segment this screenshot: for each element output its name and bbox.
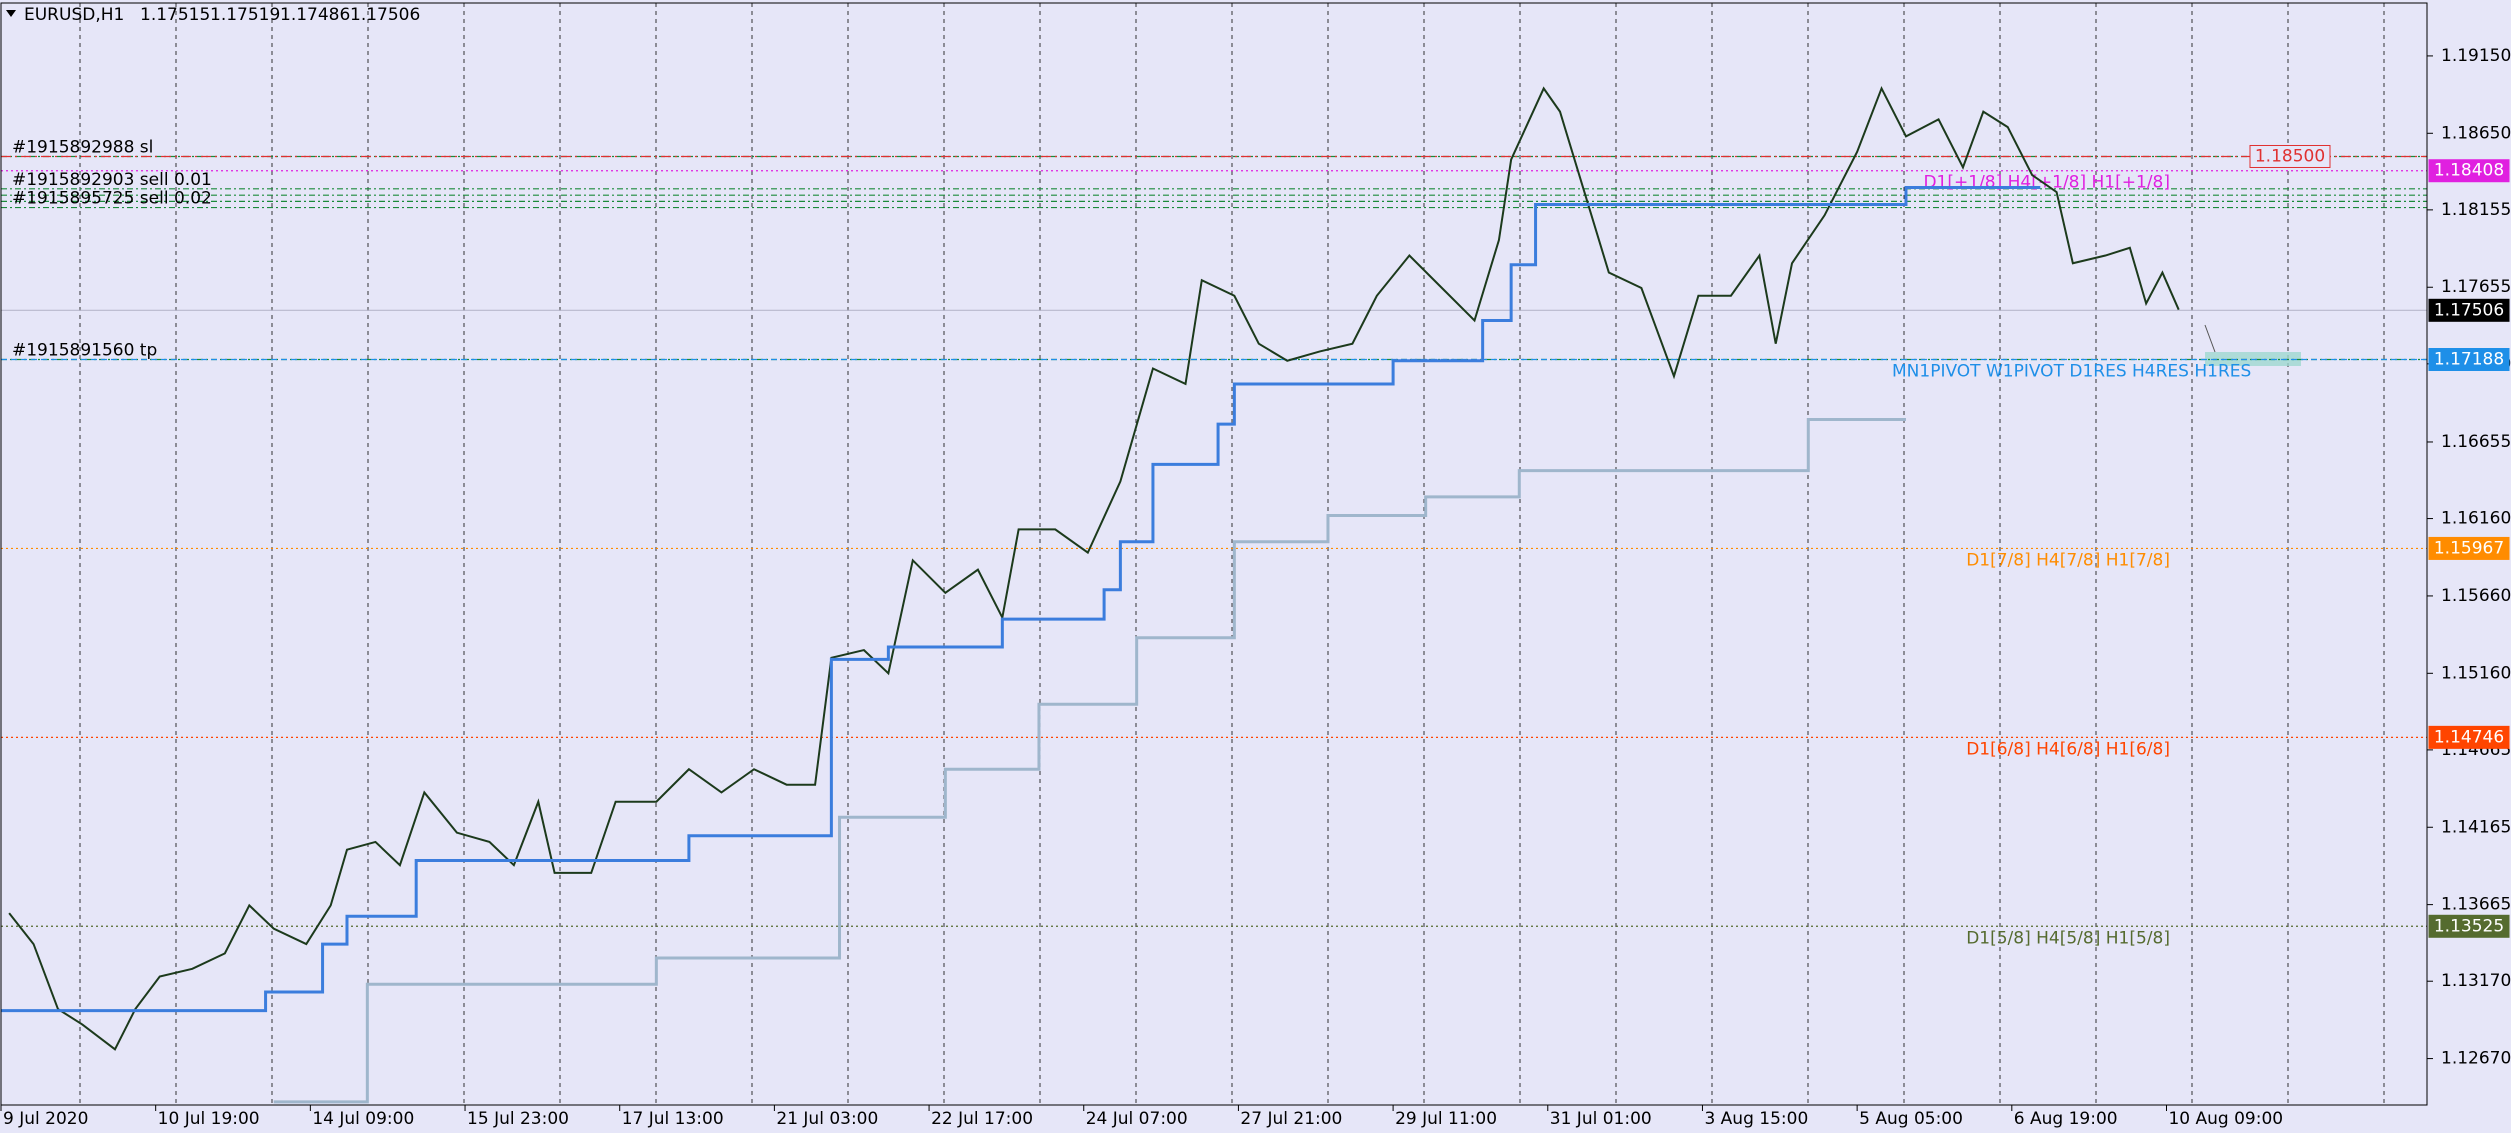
- y-tick-label: 1.16655: [2441, 432, 2511, 452]
- order-label: #1915891560 tp: [12, 341, 157, 361]
- price-box: [2428, 536, 2510, 560]
- quote-value: 1.17486: [280, 5, 350, 25]
- x-tick-label: 10 Jul 19:00: [158, 1109, 260, 1129]
- quote-value: 1.17515: [140, 5, 210, 25]
- x-tick-label: 22 Jul 17:00: [931, 1109, 1033, 1129]
- price-label: 1.18408: [2434, 161, 2504, 181]
- y-tick-label: 1.13665: [2441, 895, 2511, 915]
- y-tick-label: 1.13170: [2441, 971, 2511, 991]
- y-tick-label: 1.18155: [2441, 200, 2511, 220]
- y-tick-label: 1.15160: [2441, 663, 2511, 683]
- x-tick-label: 6 Aug 19:00: [2014, 1109, 2118, 1129]
- order-label: #1915892903 sell 0.01: [12, 170, 212, 190]
- plot-frame: [0, 2, 2428, 1106]
- quote-value: 1.17519: [210, 5, 280, 25]
- price-label: 1.17506: [2434, 300, 2504, 320]
- price-label: 1.13525: [2434, 916, 2504, 936]
- y-tick-label: 1.17655: [2441, 277, 2511, 297]
- price-box: [2428, 159, 2510, 183]
- y-tick-label: 1.16160: [2441, 509, 2511, 529]
- x-tick-label: 10 Aug 09:00: [2168, 1109, 2283, 1129]
- price-box: [2428, 298, 2510, 322]
- plot: #1915892988 sl#1915892903 sell 0.01#1915…: [1, 85, 2427, 1104]
- x-tick-label: 14 Jul 09:00: [312, 1109, 414, 1129]
- marker-arrow: [2204, 324, 2216, 353]
- step-line: [273, 418, 1906, 1104]
- x-tick-label: 21 Jul 03:00: [776, 1109, 878, 1129]
- x-tick-label: 5 Aug 05:00: [1859, 1109, 1963, 1129]
- step-line: [1, 185, 2041, 1013]
- x-tick-label: 24 Jul 07:00: [1086, 1109, 1188, 1129]
- x-tick-label: 31 Jul 01:00: [1550, 1109, 1652, 1129]
- x-tick-label: 17 Jul 13:00: [622, 1109, 724, 1129]
- y-tick-label: 1.19150: [2441, 46, 2511, 66]
- price-label: 1.15967: [2434, 538, 2504, 558]
- x-tick-label: 3 Aug 15:00: [1704, 1109, 1808, 1129]
- order-label: #1915895725 sell 0.02: [12, 189, 212, 209]
- chart-title: EURUSD,H1: [24, 5, 124, 25]
- price-box: [2428, 725, 2510, 749]
- price-label: 1.18500: [2255, 146, 2325, 166]
- order-label: #1915892988 sl: [12, 137, 153, 157]
- price-box: [2428, 348, 2510, 372]
- price-label: 1.17188: [2434, 350, 2504, 370]
- x-tick-label: 27 Jul 21:00: [1240, 1109, 1342, 1129]
- price-box: [2428, 914, 2510, 938]
- y-tick-label: 1.15660: [2441, 586, 2511, 606]
- y-tick-label: 1.12670: [2441, 1049, 2511, 1069]
- x-tick-label: 15 Jul 23:00: [467, 1109, 569, 1129]
- price-box: [2249, 144, 2331, 168]
- level-label: D1[5/8] H4[5/8] H1[5/8]: [1966, 928, 2170, 948]
- x-tick-label: 29 Jul 11:00: [1395, 1109, 1497, 1129]
- quote-value: 1.17506: [350, 5, 420, 25]
- level-label: D1[6/8] H4[6/8] H1[6/8]: [1966, 739, 2170, 759]
- level-label: D1[7/8] H4[7/8] H1[7/8]: [1966, 550, 2170, 570]
- price-line: [8, 85, 2180, 1051]
- x-tick-label: 9 Jul 2020: [3, 1109, 88, 1129]
- level-label: D1[+1/8] H4[+1/8] H1[+1/8]: [1923, 173, 2170, 193]
- menu-arrow: [6, 10, 16, 17]
- y-tick-label: 1.18650: [2441, 123, 2511, 143]
- level-label: MN1PIVOT W1PIVOT D1RES H4RES H1RES: [1892, 362, 2251, 382]
- y-tick-label: 1.14165: [2441, 817, 2511, 837]
- price-label: 1.14746: [2434, 727, 2504, 747]
